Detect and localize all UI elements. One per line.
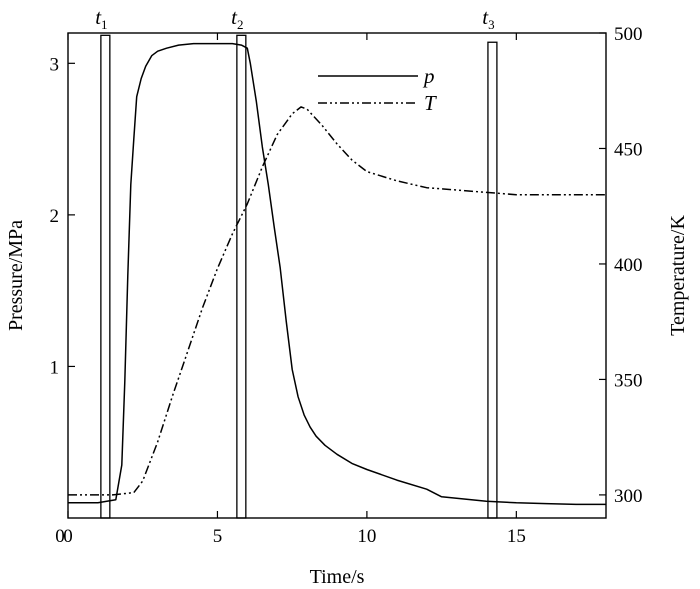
marker-label-t2: t2: [231, 5, 243, 32]
marker-box-t3: [487, 41, 498, 519]
y-left-tick-label: 3: [50, 54, 60, 75]
y-right-tick-label: 500: [614, 24, 643, 45]
time-markers: t1 t2 t3: [95, 5, 498, 519]
y-right-tick-label: 400: [614, 255, 643, 276]
plot-frame: [67, 32, 607, 519]
x-tick-label: 5: [213, 526, 223, 547]
x-axis-title: Time/s: [310, 566, 365, 588]
marker-label-t3: t3: [482, 5, 494, 32]
series-lines: [68, 42, 606, 506]
series-line-p: [68, 42, 606, 506]
legend-label-p: p: [422, 64, 435, 88]
series-line-T: [68, 106, 606, 496]
y-axis-left-title: Pressure/MPa: [5, 220, 27, 331]
x-tick-label: 15: [507, 526, 526, 547]
legend-label-T: T: [424, 91, 437, 115]
y-left-tick-label: 1: [50, 357, 60, 378]
x-tick-label: 10: [357, 526, 376, 547]
legend: pT: [318, 64, 437, 115]
y-right-tick-label: 450: [614, 139, 643, 160]
y-axis-right-title: Temperature/K: [667, 215, 689, 336]
marker-box-t1: [100, 34, 111, 519]
marker-box-t2: [236, 34, 247, 519]
y-left-tick-label: 2: [50, 206, 60, 227]
x-tick-label: 0: [63, 526, 73, 547]
marker-label-t1: t1: [95, 5, 107, 32]
origin-label: 0: [55, 526, 65, 547]
axis-ticks: 0 5 10 15 1 2 3 300 350 400 450 500: [50, 24, 643, 547]
y-right-tick-label: 350: [614, 370, 643, 391]
y-right-tick-label: 300: [614, 486, 643, 507]
